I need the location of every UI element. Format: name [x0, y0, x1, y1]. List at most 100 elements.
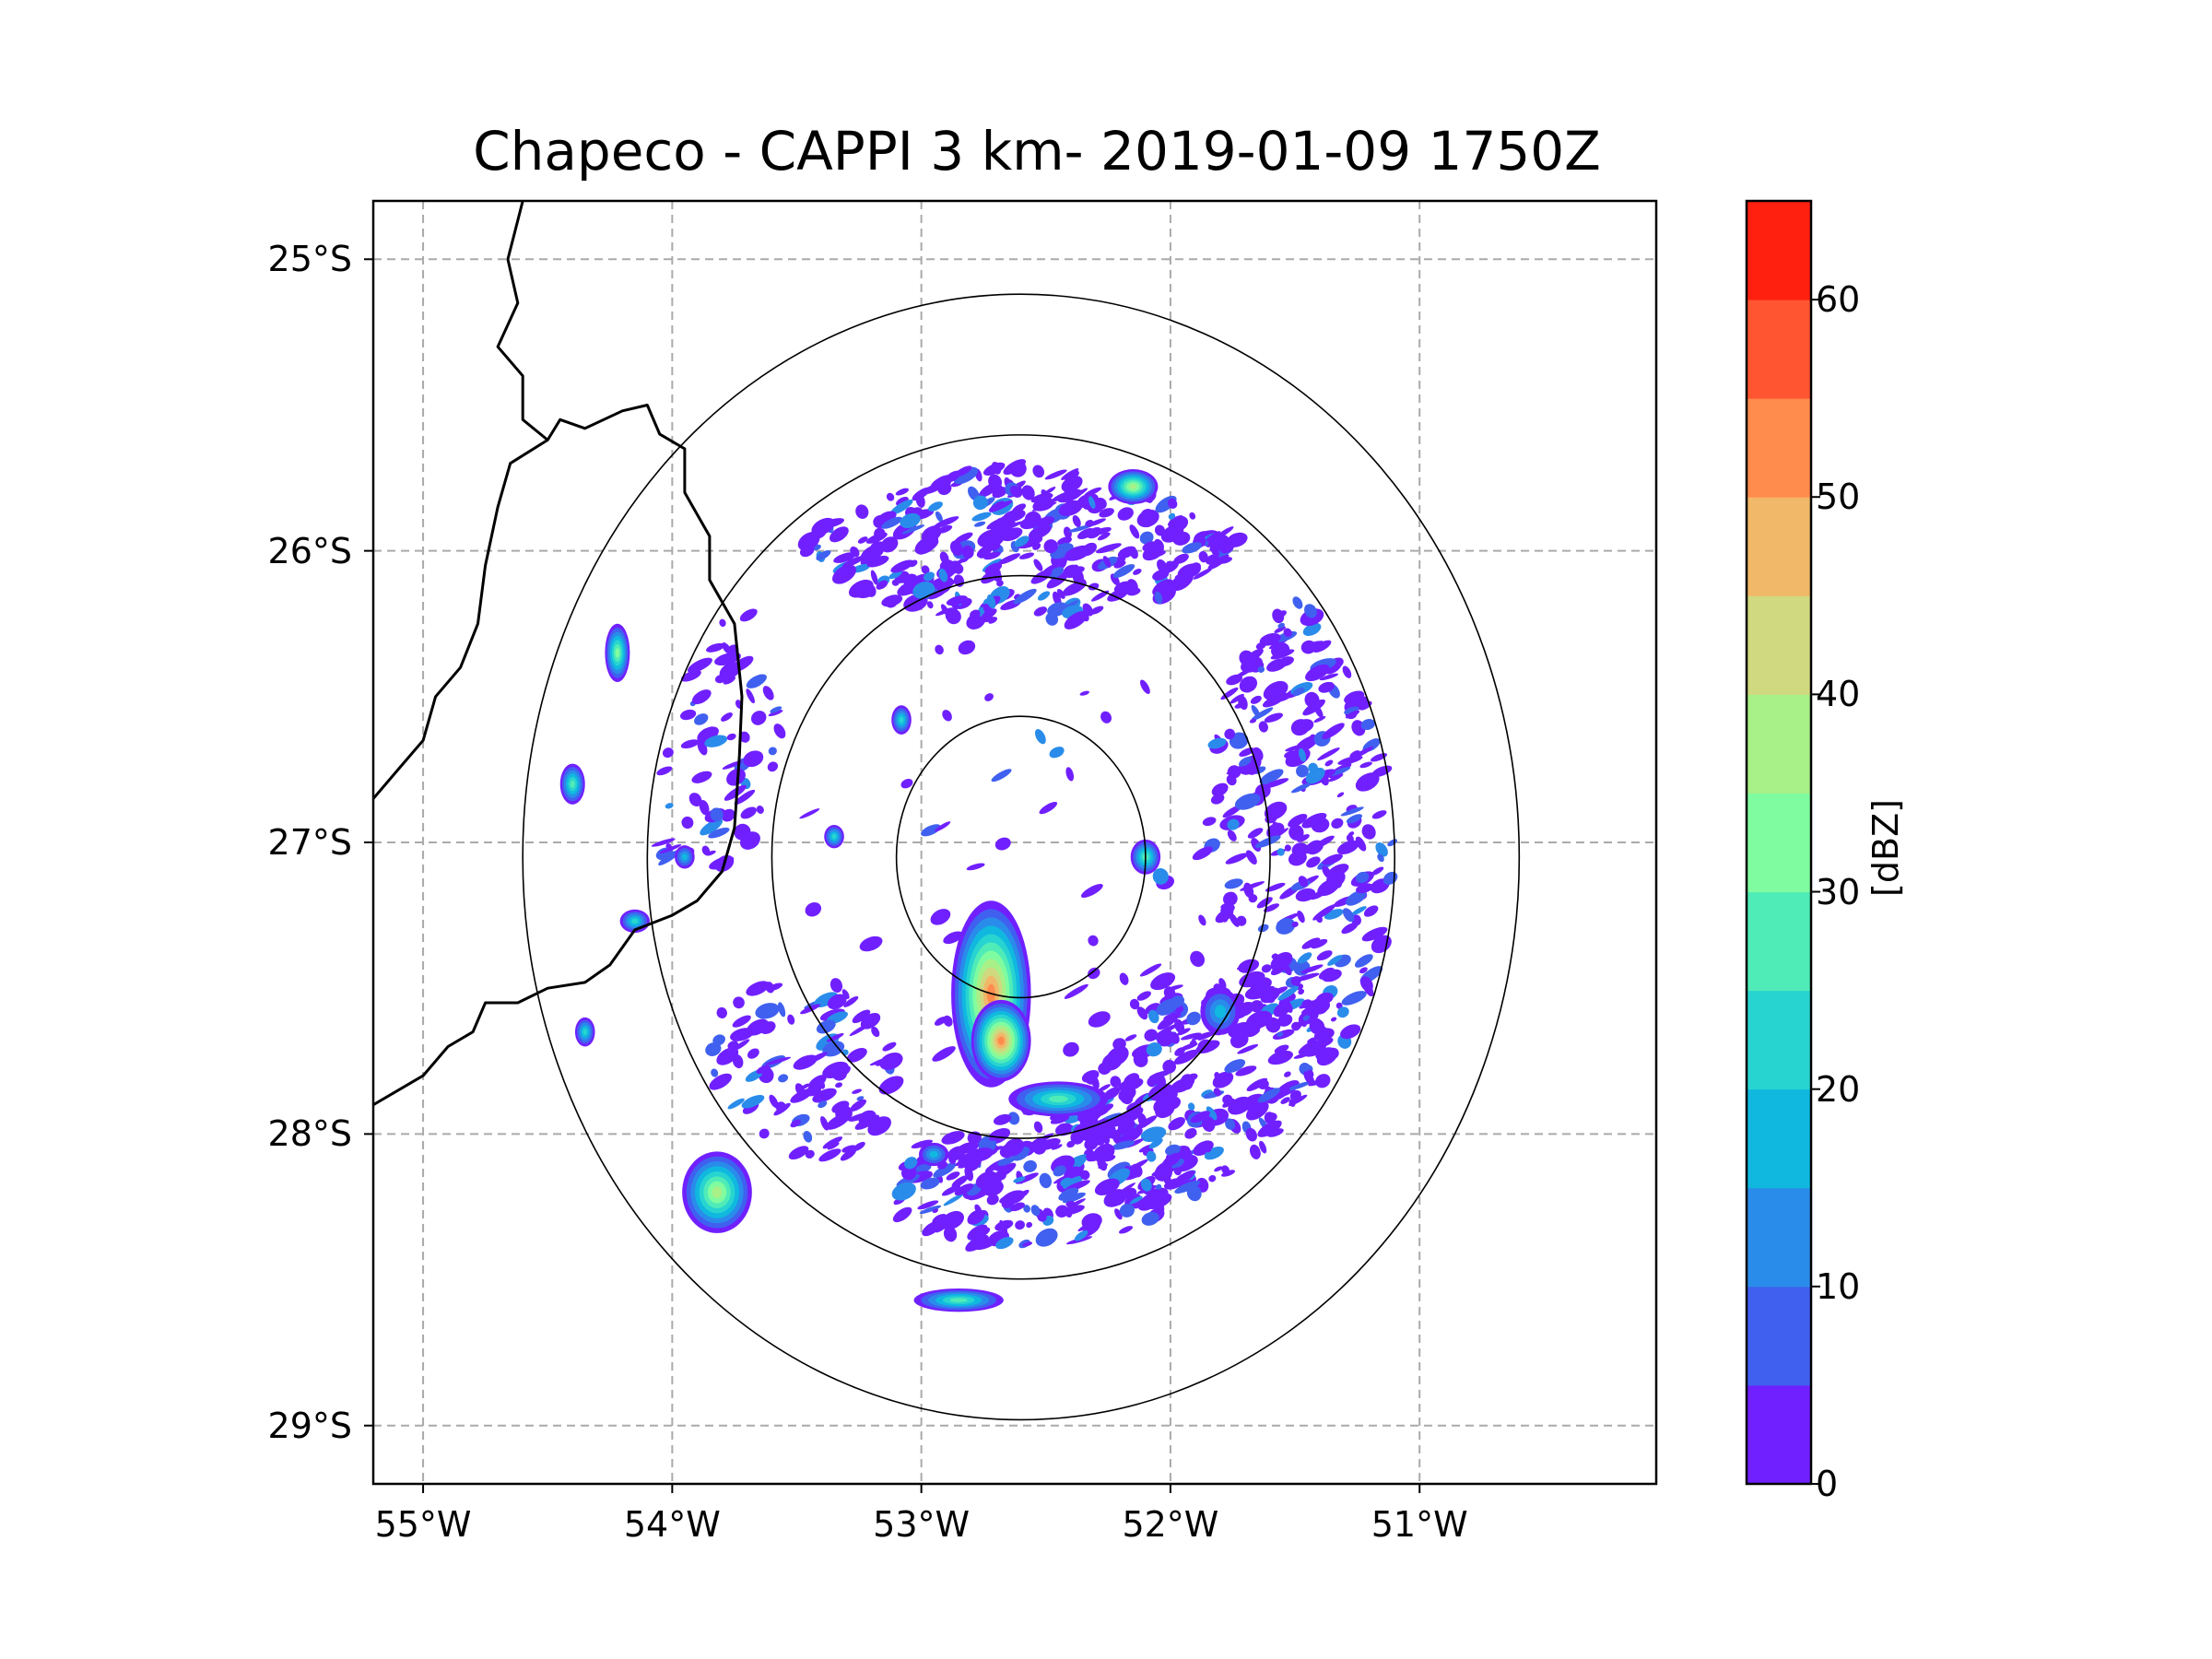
echo-speckle: [1239, 757, 1252, 767]
echo-speckle: [918, 539, 939, 555]
echo-speckle: [1208, 1174, 1217, 1182]
echo-speckle: [1141, 1212, 1159, 1226]
echo-speckle: [700, 818, 724, 836]
echo-speckle: [1064, 983, 1088, 999]
echo-speckle: [1301, 812, 1327, 829]
echo-speckle: [1171, 571, 1194, 592]
echo-speckle: [1271, 641, 1290, 659]
echo-speckle: [1371, 866, 1384, 876]
echo-speckle: [1192, 846, 1213, 861]
echo-speckle: [800, 1083, 810, 1089]
echo-speckle: [691, 689, 712, 705]
lat-tick-label: 28°S: [267, 1113, 352, 1155]
lat-tick-label: 26°S: [267, 530, 352, 571]
echo-speckle: [901, 524, 925, 535]
echo-speckle: [1341, 922, 1359, 935]
echo-speckle: [1284, 1071, 1291, 1077]
echo-speckle: [722, 760, 743, 770]
echo-speckle: [1333, 877, 1343, 888]
echo-speckle: [1250, 1000, 1264, 1013]
echo-speckle: [1245, 1127, 1257, 1142]
colorbar-segment: [1747, 990, 1811, 1090]
echo-speckle: [1371, 810, 1387, 819]
echo-speckle: [856, 1096, 865, 1101]
echo-speckle: [743, 750, 764, 768]
colorbar-segment: [1747, 1286, 1811, 1386]
echo-speckle: [1250, 977, 1272, 992]
echo-speckle: [988, 474, 1003, 489]
echo-speckle: [1300, 964, 1324, 974]
echo-speckle: [765, 982, 775, 994]
echo-speckle: [1264, 712, 1283, 724]
echo-speckle: [724, 784, 747, 801]
echo-speckle: [734, 789, 756, 806]
echo-speckle: [976, 545, 994, 558]
echo-speckle: [1119, 1226, 1134, 1234]
lon-tick-label: 53°W: [873, 1504, 971, 1545]
echo-speckle: [1297, 952, 1312, 964]
echo-cell-level: [1129, 484, 1137, 489]
echo-speckle: [1173, 553, 1189, 564]
echo-speckle: [1100, 711, 1112, 724]
echo-speckle: [1151, 1171, 1161, 1177]
chart-title: Chapeco - CAPPI 3 km- 2019-01-09 1750Z: [473, 120, 1601, 182]
echo-speckle: [826, 1112, 851, 1130]
echo-speckle: [1306, 856, 1321, 868]
echo-speckle: [1119, 1127, 1143, 1144]
echo-speckle: [1190, 1111, 1211, 1124]
range-ring: [771, 574, 1271, 1139]
echo-speckle: [1316, 950, 1333, 961]
echo-speckle: [1259, 769, 1284, 785]
echo-speckle: [860, 1012, 881, 1030]
echo-speckle: [1056, 589, 1065, 599]
echo-speckle: [1152, 867, 1169, 885]
echo-speckle: [1220, 903, 1235, 914]
echo-speckle: [1272, 1029, 1295, 1040]
echo-speckle: [928, 501, 943, 512]
echo-speckle: [1210, 794, 1225, 805]
echo-speckle: [1136, 991, 1151, 1001]
echo-speckle: [1257, 1120, 1282, 1137]
echo-speckle: [1190, 950, 1206, 968]
echo-speckle: [1135, 1115, 1158, 1131]
echo-speckle: [1173, 1049, 1199, 1065]
echo-speckle: [1229, 912, 1240, 927]
echo-speckle: [1084, 487, 1102, 497]
echo-speckle: [778, 1074, 789, 1083]
echo-speckle: [1292, 596, 1303, 609]
echo-speckle: [1308, 762, 1319, 773]
echo-speckle: [1263, 778, 1289, 789]
echo-speckle: [708, 827, 730, 839]
echo-speckle: [1013, 1176, 1026, 1183]
echo-speckle: [1236, 915, 1247, 926]
echo-speckle: [1060, 1177, 1074, 1187]
echo-speckle: [1304, 691, 1320, 709]
echo-speckle: [1155, 1183, 1162, 1190]
echo-speckle: [967, 1147, 994, 1162]
echo-speckle: [1266, 658, 1288, 672]
echo-speckle: [1274, 1044, 1289, 1054]
echo-speckle: [1065, 566, 1085, 576]
echo-speckle: [1173, 1167, 1182, 1176]
echo-speckle: [1284, 750, 1298, 759]
echo-speckle: [721, 712, 733, 722]
echo-speckle: [1202, 1116, 1216, 1132]
echo-speckle: [691, 771, 712, 783]
echo-speckle: [1139, 963, 1162, 977]
echo-speckle: [1337, 755, 1363, 765]
echo-speckle: [1355, 836, 1367, 852]
echo-speckle: [818, 1100, 828, 1109]
echo-speckle: [1139, 679, 1150, 694]
echo-speckle: [1245, 850, 1257, 865]
echo-speckle: [1359, 976, 1373, 992]
echo-speckle: [1345, 710, 1360, 719]
echo-speckle: [1225, 853, 1248, 865]
echo-speckle: [890, 500, 913, 515]
echo-speckle: [733, 1039, 750, 1052]
echo-speckle: [1336, 1006, 1349, 1018]
range-ring: [646, 434, 1395, 1280]
echo-speckle: [961, 545, 974, 559]
echo-speckle: [1144, 1029, 1159, 1041]
echo-speckle: [1298, 988, 1305, 995]
echo-speckle: [1039, 801, 1058, 815]
